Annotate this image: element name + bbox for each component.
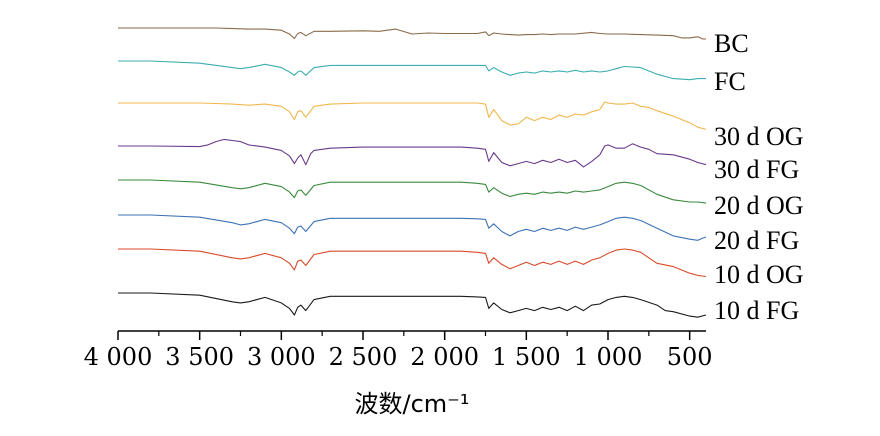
series-label-4: 30 d FG [714,155,799,184]
series-label-layer: BC FC 30 d OG 30 d FG 20 d OG 20 d FG 10 d OG 1… [714,29,804,325]
series-line-6 [118,214,707,241]
x-tick-label-3500: 3 500 [165,343,234,371]
x-tick-label-1000: 1 000 [574,343,643,371]
series-label-7: 10 d OG [714,260,804,289]
x-tick-label-2000: 2 000 [410,343,479,371]
series-line-1 [118,27,706,40]
series-line-8 [118,292,707,318]
x-tick-label-500: 500 [667,343,713,371]
series-label-8: 10 d FG [714,296,799,325]
series-line-5 [118,179,707,204]
series-layer [118,27,707,318]
x-tick-label-1500: 1 500 [492,343,561,371]
x-axis: 4 000 3 500 3 000 2 500 2 000 1 500 1 000 500 [84,330,713,371]
x-tick-label-2500: 2 500 [329,343,398,371]
series-label-5: 20 d OG [714,191,804,220]
series-label-3: 30 d OG [714,122,804,151]
series-line-7 [118,248,707,278]
series-line-2 [118,60,706,81]
series-line-4 [118,138,707,168]
series-label-1: BC [714,29,749,58]
x-axis-title: 波数/cm⁻¹ [355,390,470,418]
series-line-3 [118,101,707,130]
x-tick-label-3000: 3 000 [247,343,316,371]
x-tick-label-4000: 4 000 [84,343,153,371]
series-label-2: FC [714,67,746,96]
series-label-6: 20 d FG [714,226,799,255]
